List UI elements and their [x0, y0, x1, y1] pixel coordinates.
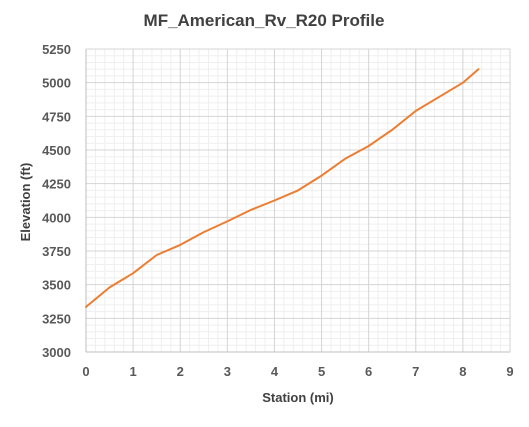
x-axis-title: Station (mi)	[262, 390, 334, 405]
y-axis-title: Elevation (ft)	[18, 163, 33, 242]
series-layer	[85, 68, 480, 308]
x-tick-label: 0	[82, 364, 89, 379]
chart-title: MF_American_Rv_R20 Profile	[144, 11, 385, 30]
y-tick-label: 4000	[42, 210, 71, 225]
x-tick-label: 9	[506, 364, 513, 379]
y-tick-label: 5250	[42, 42, 71, 57]
gridlines	[85, 48, 511, 353]
y-tick-label: 3000	[42, 345, 71, 360]
y-tick-label: 3500	[42, 278, 71, 293]
y-tick-label: 3250	[42, 311, 71, 326]
x-tick-label: 1	[129, 364, 136, 379]
x-tick-label: 3	[224, 364, 231, 379]
y-tick-label: 4750	[42, 109, 71, 124]
y-tick-label: 4250	[42, 177, 71, 192]
x-tick-label: 7	[412, 364, 419, 379]
x-tick-label: 8	[459, 364, 466, 379]
axes	[85, 49, 510, 353]
y-tick-labels: 3000 3250 3500 3750 4000 4250 4500 4750 5000 5250	[42, 42, 71, 360]
x-tick-label: 5	[318, 364, 325, 379]
x-tick-label: 4	[271, 364, 279, 379]
y-tick-label: 5000	[42, 76, 71, 91]
series-line	[85, 68, 480, 308]
x-tick-labels: 0 1 2 3 4 5 6 7 8 9	[82, 364, 513, 379]
y-tick-label: 4500	[42, 143, 71, 158]
x-tick-label: 6	[365, 364, 372, 379]
y-tick-label: 3750	[42, 244, 71, 259]
x-tick-label: 2	[177, 364, 184, 379]
